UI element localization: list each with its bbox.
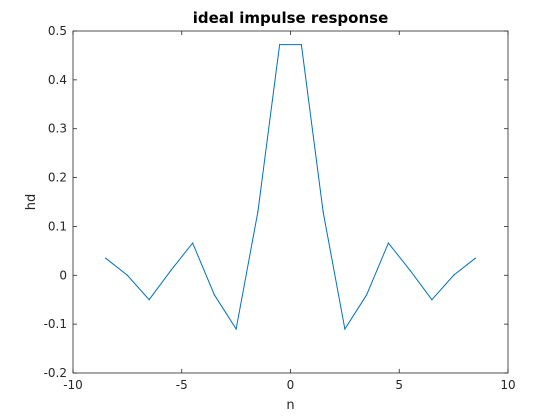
data-point — [387, 242, 389, 244]
data-point — [192, 242, 194, 244]
y-axis-label: hd — [24, 194, 39, 211]
x-tick-label: 5 — [395, 378, 403, 392]
y-tick-label: 0.5 — [48, 24, 67, 38]
data-point — [474, 257, 476, 259]
chart-title: ideal impulse response — [193, 9, 389, 27]
x-axis-label: n — [286, 398, 294, 413]
series-layer — [105, 44, 476, 331]
x-tick-label: 10 — [500, 378, 515, 392]
data-point — [257, 211, 259, 213]
data-point — [148, 299, 150, 301]
x-tick-label: -5 — [176, 378, 188, 392]
y-tick-label: 0.3 — [48, 122, 67, 136]
data-point — [105, 257, 107, 259]
y-tick-label: -0.2 — [44, 366, 67, 380]
y-tick-label: 0 — [59, 268, 67, 282]
data-point — [366, 294, 368, 296]
data-point — [344, 328, 346, 330]
axis-ticks — [72, 30, 509, 374]
data-point — [279, 44, 281, 46]
y-tick-label: -0.1 — [44, 317, 67, 331]
y-tick-label: 0.2 — [48, 171, 67, 185]
y-tick-label: 0.4 — [48, 73, 67, 87]
data-point — [409, 269, 411, 271]
data-point — [300, 44, 302, 46]
y-tick-label: 0.1 — [48, 219, 67, 233]
x-tick-label: -10 — [63, 378, 83, 392]
tick-labels: -10 -5 0 5 10 -0.2 -0.1 0 0.1 0.2 0.3 0.4 0.5 — [44, 24, 516, 392]
plot-area — [72, 30, 509, 374]
data-point — [213, 294, 215, 296]
data-point — [235, 328, 237, 330]
data-point — [431, 299, 433, 301]
series-line-0 — [105, 44, 476, 331]
data-point — [453, 274, 455, 276]
data-point — [322, 211, 324, 213]
x-tick-label: 0 — [287, 378, 295, 392]
data-point — [170, 269, 172, 271]
data-point — [126, 274, 128, 276]
